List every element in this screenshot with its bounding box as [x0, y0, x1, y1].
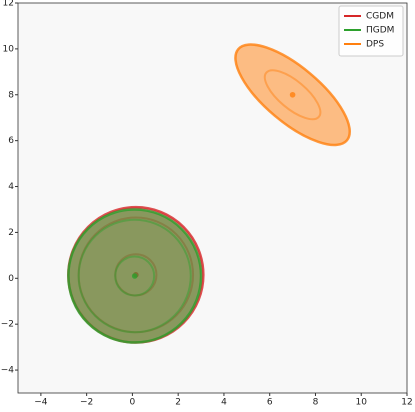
contour	[77, 218, 192, 334]
y-tick-label: 4	[8, 182, 14, 192]
x-tick-label: 10	[356, 398, 368, 408]
x-tick-label: 12	[401, 398, 412, 408]
contour	[263, 69, 322, 121]
y-tick-label: 10	[3, 44, 15, 54]
mean-point	[289, 91, 296, 98]
y-tick-label: −2	[1, 320, 14, 330]
mean-point	[131, 273, 138, 279]
legend-label: ΠGDM	[366, 26, 394, 36]
y-tick-label: 12	[3, 0, 14, 9]
x-tick-label: 0	[130, 398, 136, 408]
x-tick-label: 8	[313, 398, 319, 408]
plot-area	[17, 2, 408, 394]
legend-label: CGDM	[366, 12, 394, 22]
x-tick-label: 6	[267, 398, 273, 408]
y-tick-label: 0	[8, 274, 14, 284]
y-tick-label: 8	[8, 90, 14, 100]
y-tick-label: 6	[8, 136, 14, 146]
y-tick-label: 2	[8, 228, 14, 238]
x-tick-label: −2	[80, 398, 93, 408]
contour	[114, 255, 156, 297]
y-tick-label: −4	[1, 366, 15, 376]
x-tick-label: −4	[34, 398, 48, 408]
legend-label: DPS	[366, 40, 384, 50]
x-tick-label: 4	[221, 398, 227, 408]
x-tick-label: 2	[175, 398, 181, 408]
